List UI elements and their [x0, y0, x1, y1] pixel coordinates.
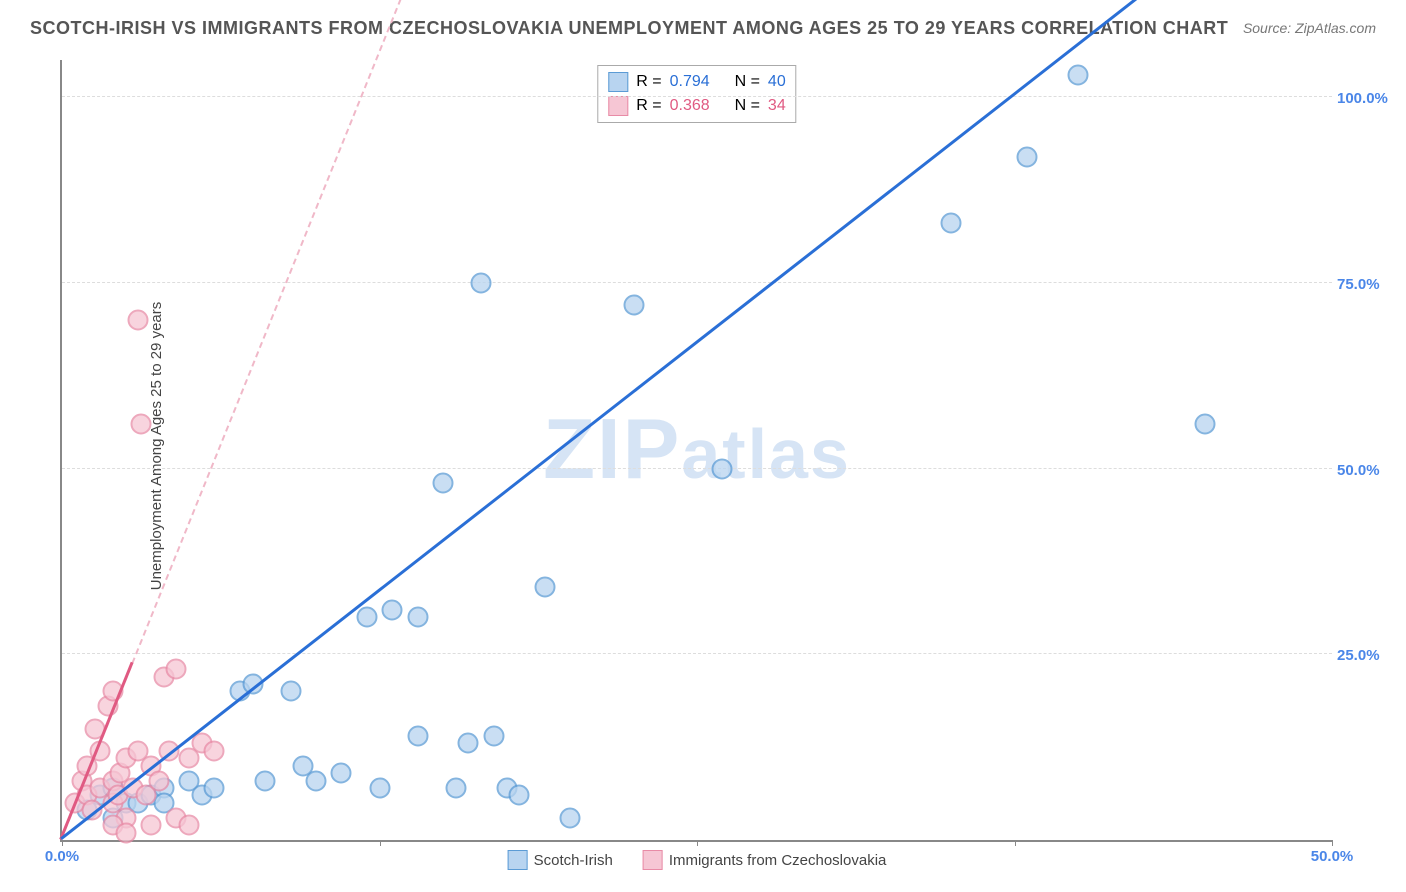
legend-swatch-pink: [643, 850, 663, 870]
data-point: [128, 310, 149, 331]
data-point: [560, 807, 581, 828]
legend-item-2: Immigrants from Czechoslovakia: [643, 850, 887, 870]
data-point: [407, 607, 428, 628]
legend-swatch-blue: [508, 850, 528, 870]
data-point: [407, 726, 428, 747]
trend-line-dashed: [60, 0, 514, 840]
data-point: [369, 778, 390, 799]
legend-swatch-pink: [608, 96, 628, 116]
data-point: [445, 778, 466, 799]
x-tick: [62, 840, 63, 846]
data-point: [140, 815, 161, 836]
legend-item-1: Scotch-Irish: [508, 850, 613, 870]
gridline: [62, 653, 1332, 654]
n-label: N =: [735, 97, 760, 115]
data-point: [534, 577, 555, 598]
data-point: [433, 473, 454, 494]
legend-stats-row-2: R = 0.368 N = 34: [608, 94, 785, 118]
data-point: [115, 822, 136, 843]
legend-stats-box: R = 0.794 N = 40 R = 0.368 N = 34: [597, 65, 796, 123]
legend-swatch-blue: [608, 72, 628, 92]
source-label: Source: ZipAtlas.com: [1243, 20, 1376, 36]
data-point: [255, 770, 276, 791]
data-point: [483, 726, 504, 747]
trend-line: [60, 0, 1363, 840]
chart-title: SCOTCH-IRISH VS IMMIGRANTS FROM CZECHOSL…: [30, 18, 1228, 39]
data-point: [148, 770, 169, 791]
gridline: [62, 468, 1332, 469]
data-point: [331, 763, 352, 784]
data-point: [941, 213, 962, 234]
legend-bottom: Scotch-Irish Immigrants from Czechoslova…: [508, 850, 887, 870]
data-point: [166, 659, 187, 680]
gridline: [62, 96, 1332, 97]
x-tick: [380, 840, 381, 846]
data-point: [1017, 146, 1038, 167]
data-point: [1068, 64, 1089, 85]
n-label: N =: [735, 73, 760, 91]
gridline: [62, 282, 1332, 283]
legend-stats-row-1: R = 0.794 N = 40: [608, 70, 785, 94]
data-point: [130, 414, 151, 435]
data-point: [179, 815, 200, 836]
data-point: [1195, 414, 1216, 435]
data-point: [280, 681, 301, 702]
r-label: R =: [636, 73, 661, 91]
x-tick: [1332, 840, 1333, 846]
data-point: [623, 295, 644, 316]
y-tick-label: 50.0%: [1337, 462, 1392, 479]
r-value-2: 0.368: [670, 97, 710, 115]
data-point: [712, 458, 733, 479]
n-value-1: 40: [768, 73, 786, 91]
data-point: [509, 785, 530, 806]
y-tick-label: 25.0%: [1337, 647, 1392, 664]
data-point: [306, 770, 327, 791]
y-tick-label: 100.0%: [1337, 90, 1392, 107]
y-tick-label: 75.0%: [1337, 276, 1392, 293]
data-point: [382, 599, 403, 620]
r-label: R =: [636, 97, 661, 115]
x-tick-label: 0.0%: [45, 848, 79, 865]
legend-label-2: Immigrants from Czechoslovakia: [669, 852, 887, 869]
x-tick: [1015, 840, 1016, 846]
data-point: [471, 272, 492, 293]
x-tick-label: 50.0%: [1311, 848, 1354, 865]
r-value-1: 0.794: [670, 73, 710, 91]
data-point: [356, 607, 377, 628]
scatter-plot: ZIPatlas R = 0.794 N = 40 R = 0.368 N = …: [60, 60, 1332, 842]
data-point: [204, 740, 225, 761]
watermark: ZIPatlas: [543, 401, 851, 499]
legend-label-1: Scotch-Irish: [534, 852, 613, 869]
n-value-2: 34: [768, 97, 786, 115]
data-point: [204, 778, 225, 799]
data-point: [458, 733, 479, 754]
x-tick: [697, 840, 698, 846]
